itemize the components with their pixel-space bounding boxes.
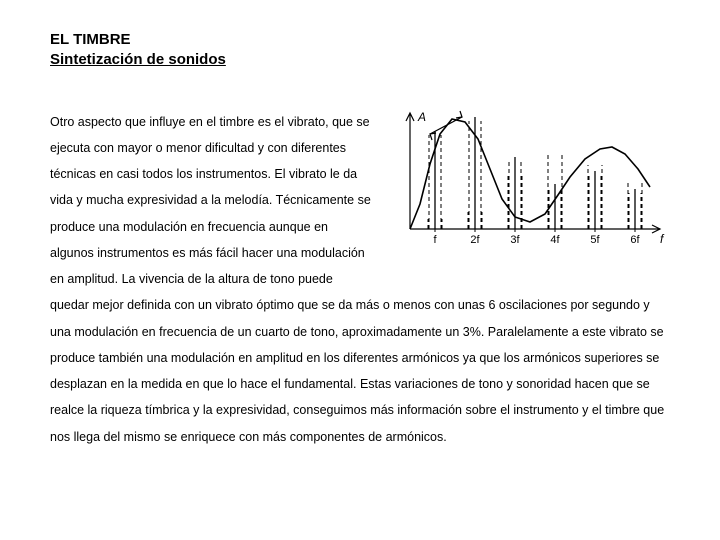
svg-text:5f: 5f (590, 234, 600, 246)
svg-text:6f: 6f (630, 234, 640, 246)
heading-line-1: EL TIMBRE (50, 30, 670, 50)
spectrum-figure: Aff2f3f4f5f6f (390, 109, 670, 259)
svg-text:4f: 4f (550, 234, 560, 246)
svg-text:3f: 3f (510, 234, 520, 246)
heading-line-2: Sintetización de sonidos (50, 50, 670, 70)
content: Aff2f3f4f5f6f Otro aspecto que influye e… (50, 109, 670, 450)
svg-text:2f: 2f (470, 234, 480, 246)
page-heading: EL TIMBRE Sintetización de sonidos (50, 30, 670, 71)
svg-text:A: A (417, 110, 426, 124)
spectrum-svg: Aff2f3f4f5f6f (390, 109, 670, 254)
